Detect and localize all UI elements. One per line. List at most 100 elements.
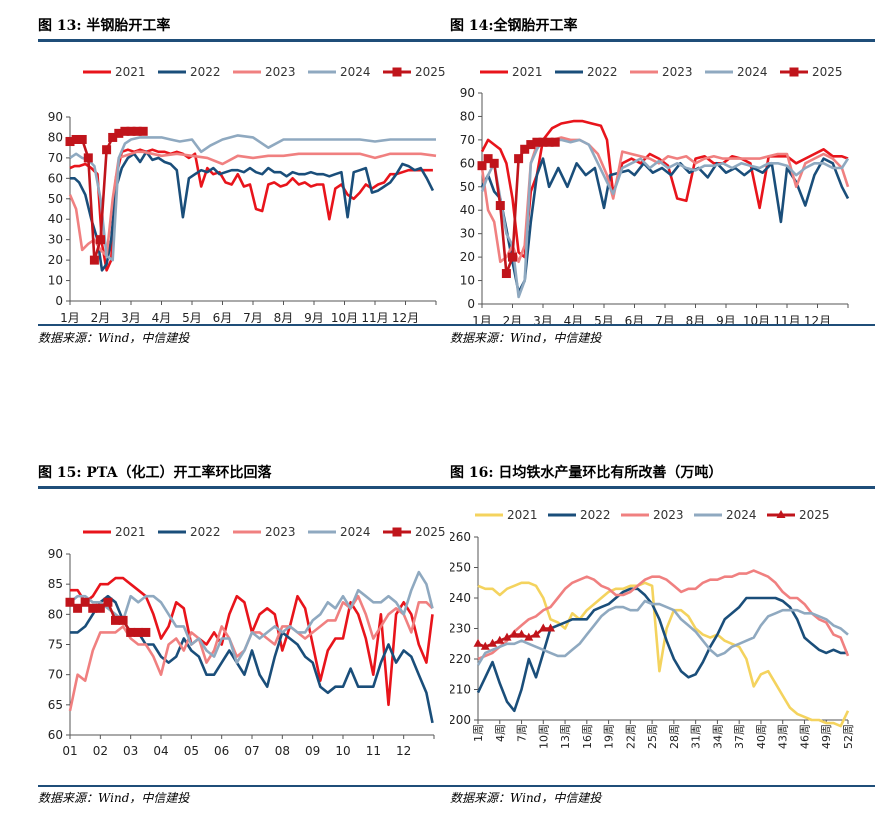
series-line-2023 [480, 136, 850, 264]
x-tick-label: 10 [335, 744, 350, 758]
x-tick-label: 01 [62, 744, 77, 758]
x-tick-label: 43周 [777, 724, 790, 749]
series-marker-2025 [133, 627, 143, 637]
legend-label-2022: 2022 [580, 508, 611, 522]
series-marker-2025 [73, 603, 83, 613]
x-tick-label: 11月 [361, 311, 388, 325]
series-marker-2025 [501, 269, 511, 279]
series-line-2022 [476, 587, 848, 713]
chart-title: 图 14:全钢胎开工率 [450, 18, 578, 34]
series-marker-2025 [473, 638, 483, 647]
series-marker-2025 [102, 145, 112, 155]
y-tick-label: 80 [460, 109, 475, 123]
series-marker-2025 [80, 597, 90, 607]
series-marker-2025 [120, 126, 130, 136]
legend-label-2022: 2022 [190, 65, 221, 79]
x-tick-label: 40周 [755, 724, 768, 749]
x-tick-label: 7月 [243, 311, 263, 325]
x-tick-label: 12月 [392, 311, 419, 325]
series-marker-2025 [495, 201, 505, 211]
y-tick-label: 0 [467, 297, 475, 311]
legend-label-2025: 2025 [812, 65, 843, 79]
y-tick-label: 10 [460, 274, 475, 288]
x-tick-label: 11 [366, 744, 381, 758]
chart-source: 数据来源：Wind，中信建投 [38, 331, 190, 345]
x-tick-label: 03 [123, 744, 138, 758]
x-tick-label: 34周 [711, 724, 724, 749]
series-marker-2025 [126, 627, 136, 637]
x-tick-label: 10周 [537, 724, 550, 749]
legend-label-2021: 2021 [115, 525, 146, 539]
series-marker-2025 [495, 635, 505, 644]
title-rule [38, 486, 463, 489]
x-tick-label: 1周 [472, 724, 485, 742]
y-tick-label: 210 [450, 683, 471, 697]
bottom-rule [38, 324, 463, 326]
chart-source: 数据来源：Wind，中信建投 [38, 791, 190, 805]
chart-16-svg: 200 210 220 230 240 250 260 1周 4周 7周 10周 13周 16周 19周 2… [450, 508, 855, 749]
chart-source: 数据来源：Wind，中信建投 [450, 791, 602, 805]
title-rule [450, 39, 875, 42]
y-tick-label: 60 [48, 171, 63, 185]
legend-marker-2025 [776, 510, 786, 518]
series-marker-2025 [71, 134, 81, 144]
legend-marker-2025 [392, 527, 402, 537]
chart-title: 图 15: PTA（化工）开工率环比回落 [38, 465, 272, 481]
y-tick-label: 80 [48, 130, 63, 144]
y-tick-label: 40 [460, 203, 475, 217]
x-tick-label: 52周 [842, 724, 855, 749]
x-tick-label: 49周 [820, 724, 833, 749]
chart-panel-15: 图 15: PTA（化工）开工率环比回落 60 65 70 75 80 85 90 01 02 0… [38, 462, 463, 812]
series-marker-2025 [88, 603, 98, 613]
x-tick-label: 04 [153, 744, 168, 758]
x-tick-label: 16周 [581, 724, 594, 749]
series-marker-2025 [526, 140, 536, 150]
y-tick-label: 75 [48, 638, 63, 652]
chart-panel-13: 图 13: 半钢胎开工率 0 10 20 30 40 50 60 70 80 90 1月 2月 3月 4月… [38, 15, 463, 345]
series-marker-2025 [480, 641, 490, 650]
series-line-2022 [70, 150, 435, 272]
series-line-2024 [69, 570, 434, 664]
chart-title: 图 13: 半钢胎开工率 [38, 18, 171, 34]
x-tick-label: 31周 [690, 724, 703, 749]
legend-label-2021: 2021 [115, 65, 146, 79]
series-marker-2025 [531, 629, 541, 638]
legend-label-2023: 2023 [653, 508, 684, 522]
series-line-2023 [68, 150, 437, 258]
x-tick-label: 10月 [331, 311, 358, 325]
x-tick-label: 19周 [603, 724, 616, 749]
bottom-rule [450, 324, 875, 326]
y-tick-label: 50 [460, 180, 475, 194]
chart-15-svg: 60 65 70 75 80 85 90 01 02 03 04 05 06 07 08 09 10 11 12 20… [48, 525, 446, 758]
x-tick-label: 1月 [60, 311, 80, 325]
y-tick-label: 70 [48, 151, 63, 165]
legend-label-2025: 2025 [415, 525, 446, 539]
series-line-2023 [477, 569, 850, 661]
y-tick-label: 65 [48, 698, 63, 712]
legend-label-2022: 2022 [587, 65, 618, 79]
series-marker-2025 [538, 623, 548, 632]
chart-panel-14: 图 14:全钢胎开工率 0 10 20 30 40 50 60 70 80 90 1月 2月 3月 4月 5… [450, 15, 875, 345]
series-marker-2025 [103, 597, 113, 607]
legend-label-2022: 2022 [190, 525, 221, 539]
series-line-2024 [476, 599, 849, 666]
series-marker-2025 [517, 629, 527, 638]
series-marker-2025 [524, 632, 534, 641]
y-tick-label: 10 [48, 274, 63, 288]
series-marker-2025 [550, 137, 560, 147]
series-marker-2025 [141, 627, 151, 637]
y-tick-label: 30 [48, 233, 63, 247]
legend-label-2021: 2021 [512, 65, 543, 79]
bottom-rule [38, 785, 463, 787]
y-tick-label: 260 [450, 530, 471, 544]
series-marker-2025 [83, 153, 93, 163]
y-tick-label: 220 [450, 652, 471, 666]
x-tick-label: 4周 [494, 724, 507, 742]
x-tick-label: 25周 [646, 724, 659, 749]
x-tick-label: 08 [275, 744, 290, 758]
series-line-2024 [69, 134, 436, 262]
series-marker-2025 [544, 137, 554, 147]
series-marker-2025 [483, 154, 493, 164]
x-tick-label: 05 [184, 744, 199, 758]
series-marker-2025 [65, 137, 75, 147]
